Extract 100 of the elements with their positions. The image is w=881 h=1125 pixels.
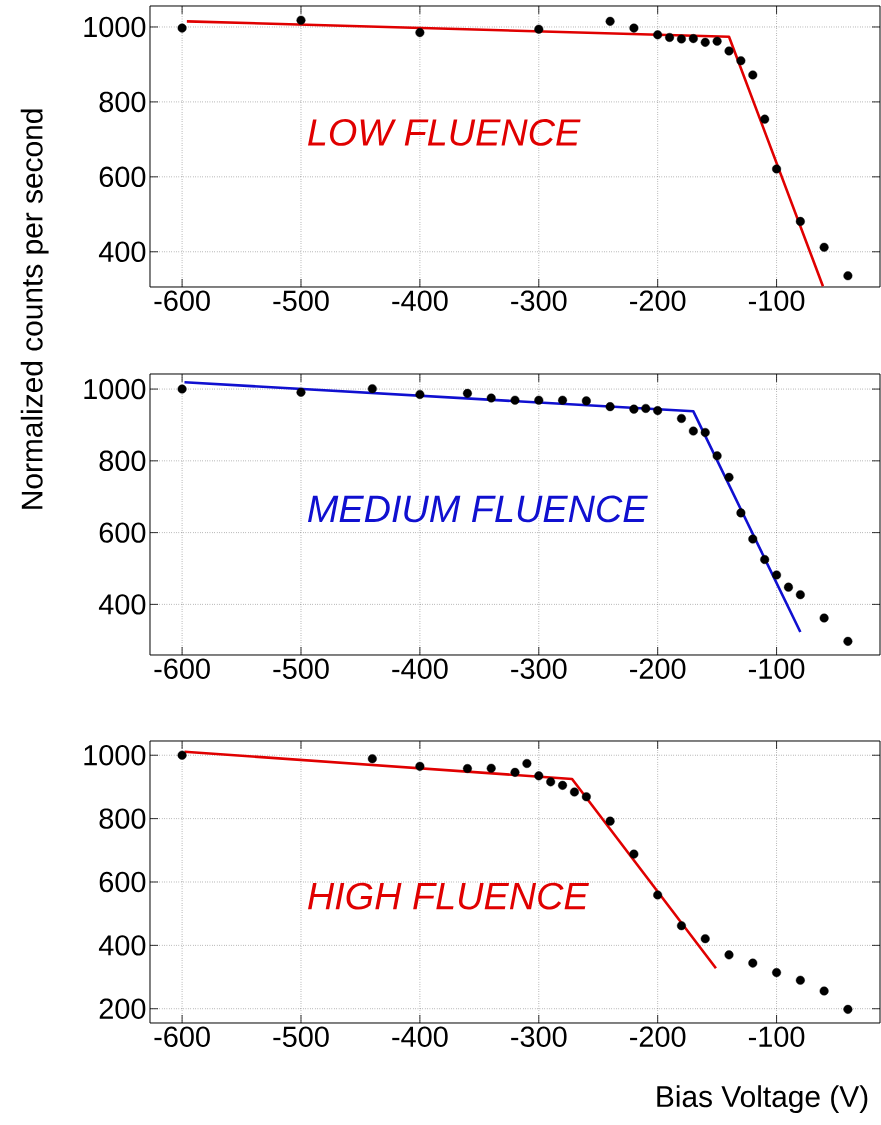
point <box>415 28 425 38</box>
point <box>665 32 675 42</box>
point <box>367 754 377 764</box>
point <box>605 402 615 412</box>
point <box>676 413 686 423</box>
x-axis-title: Bias Voltage (V) <box>657 1085 868 1114</box>
x-tick-label: -300 <box>511 658 567 679</box>
point <box>569 787 579 797</box>
x-tick-label: -500 <box>273 290 329 311</box>
point <box>736 508 746 518</box>
series-label: HIGH FLUENCE <box>308 882 589 910</box>
point <box>558 395 568 405</box>
point <box>843 1004 853 1014</box>
y-axis-title: Normalized counts per second <box>20 109 49 509</box>
y-tick-label: 1000 <box>84 378 146 400</box>
point <box>748 70 758 80</box>
x-tick-label: -600 <box>154 290 210 311</box>
point <box>760 555 770 565</box>
point <box>688 34 698 44</box>
text: MEDIUM FLUENCE <box>308 495 648 523</box>
x-tick-label: -200 <box>630 1026 686 1047</box>
x-tick-label: -300 <box>511 290 567 311</box>
y-tick-label: 800 <box>99 808 146 829</box>
point <box>629 23 639 33</box>
point <box>296 387 306 397</box>
point <box>843 271 853 281</box>
point <box>724 950 734 960</box>
point <box>653 406 663 416</box>
y-tick-label: 800 <box>99 91 146 113</box>
point <box>700 934 710 944</box>
point <box>629 849 639 859</box>
point <box>641 403 651 413</box>
y-tick-label: 400 <box>98 594 146 615</box>
text: LOW FLUENCE <box>308 119 581 146</box>
point <box>795 590 805 600</box>
point <box>843 636 853 646</box>
point <box>819 613 829 623</box>
point <box>724 46 734 56</box>
point <box>712 451 722 461</box>
point <box>676 921 686 931</box>
point <box>795 975 805 985</box>
point <box>558 780 568 790</box>
point <box>748 958 758 968</box>
point <box>534 771 544 781</box>
point <box>783 582 793 592</box>
point <box>510 395 520 405</box>
x-tick-label: -600 <box>154 1026 210 1047</box>
point <box>700 427 710 437</box>
point <box>486 763 496 773</box>
point <box>415 389 425 399</box>
x-tick-label: -500 <box>273 658 329 679</box>
point <box>546 777 556 787</box>
point <box>177 23 187 33</box>
y-tick-label: 400 <box>98 935 146 956</box>
point <box>724 472 734 482</box>
y-tick-label: 400 <box>98 241 146 262</box>
point <box>522 758 532 768</box>
y-tick-label: 800 <box>99 450 146 472</box>
point <box>534 395 544 405</box>
point <box>712 36 722 46</box>
point <box>296 15 306 25</box>
point <box>653 30 663 40</box>
y-tick-label: 1000 <box>84 745 146 766</box>
point <box>772 570 782 580</box>
point <box>510 767 520 777</box>
point <box>177 750 187 760</box>
point <box>760 114 770 124</box>
point <box>486 393 496 403</box>
x-tick-label: -100 <box>748 290 805 311</box>
x-tick-label: -500 <box>273 1026 329 1047</box>
point <box>688 426 698 436</box>
x-tick-label: -200 <box>630 658 686 679</box>
point <box>772 968 782 978</box>
point <box>700 37 710 47</box>
point <box>415 761 425 771</box>
y-tick-label: 600 <box>99 871 146 893</box>
x-tick-label: -100 <box>748 658 805 679</box>
x-tick-label: -300 <box>511 1026 567 1047</box>
point <box>605 16 615 26</box>
point <box>819 986 829 996</box>
y-tick-label: 200 <box>99 998 146 1019</box>
y-tick-label: 600 <box>99 522 146 543</box>
point <box>581 792 591 802</box>
point <box>581 396 591 406</box>
x-tick-label: -600 <box>154 658 210 679</box>
point <box>748 534 758 544</box>
point <box>462 764 472 774</box>
point <box>629 404 639 414</box>
point <box>795 216 805 226</box>
point <box>653 890 663 900</box>
point <box>605 816 615 826</box>
point <box>772 164 782 174</box>
x-tick-label: -400 <box>392 290 448 311</box>
y-tick-label: 1000 <box>84 16 146 38</box>
point <box>676 34 686 44</box>
x-tick-label: -100 <box>748 1026 805 1047</box>
y-tick-label: 600 <box>99 166 146 188</box>
point <box>177 384 187 394</box>
point <box>819 242 829 252</box>
point <box>462 388 472 398</box>
